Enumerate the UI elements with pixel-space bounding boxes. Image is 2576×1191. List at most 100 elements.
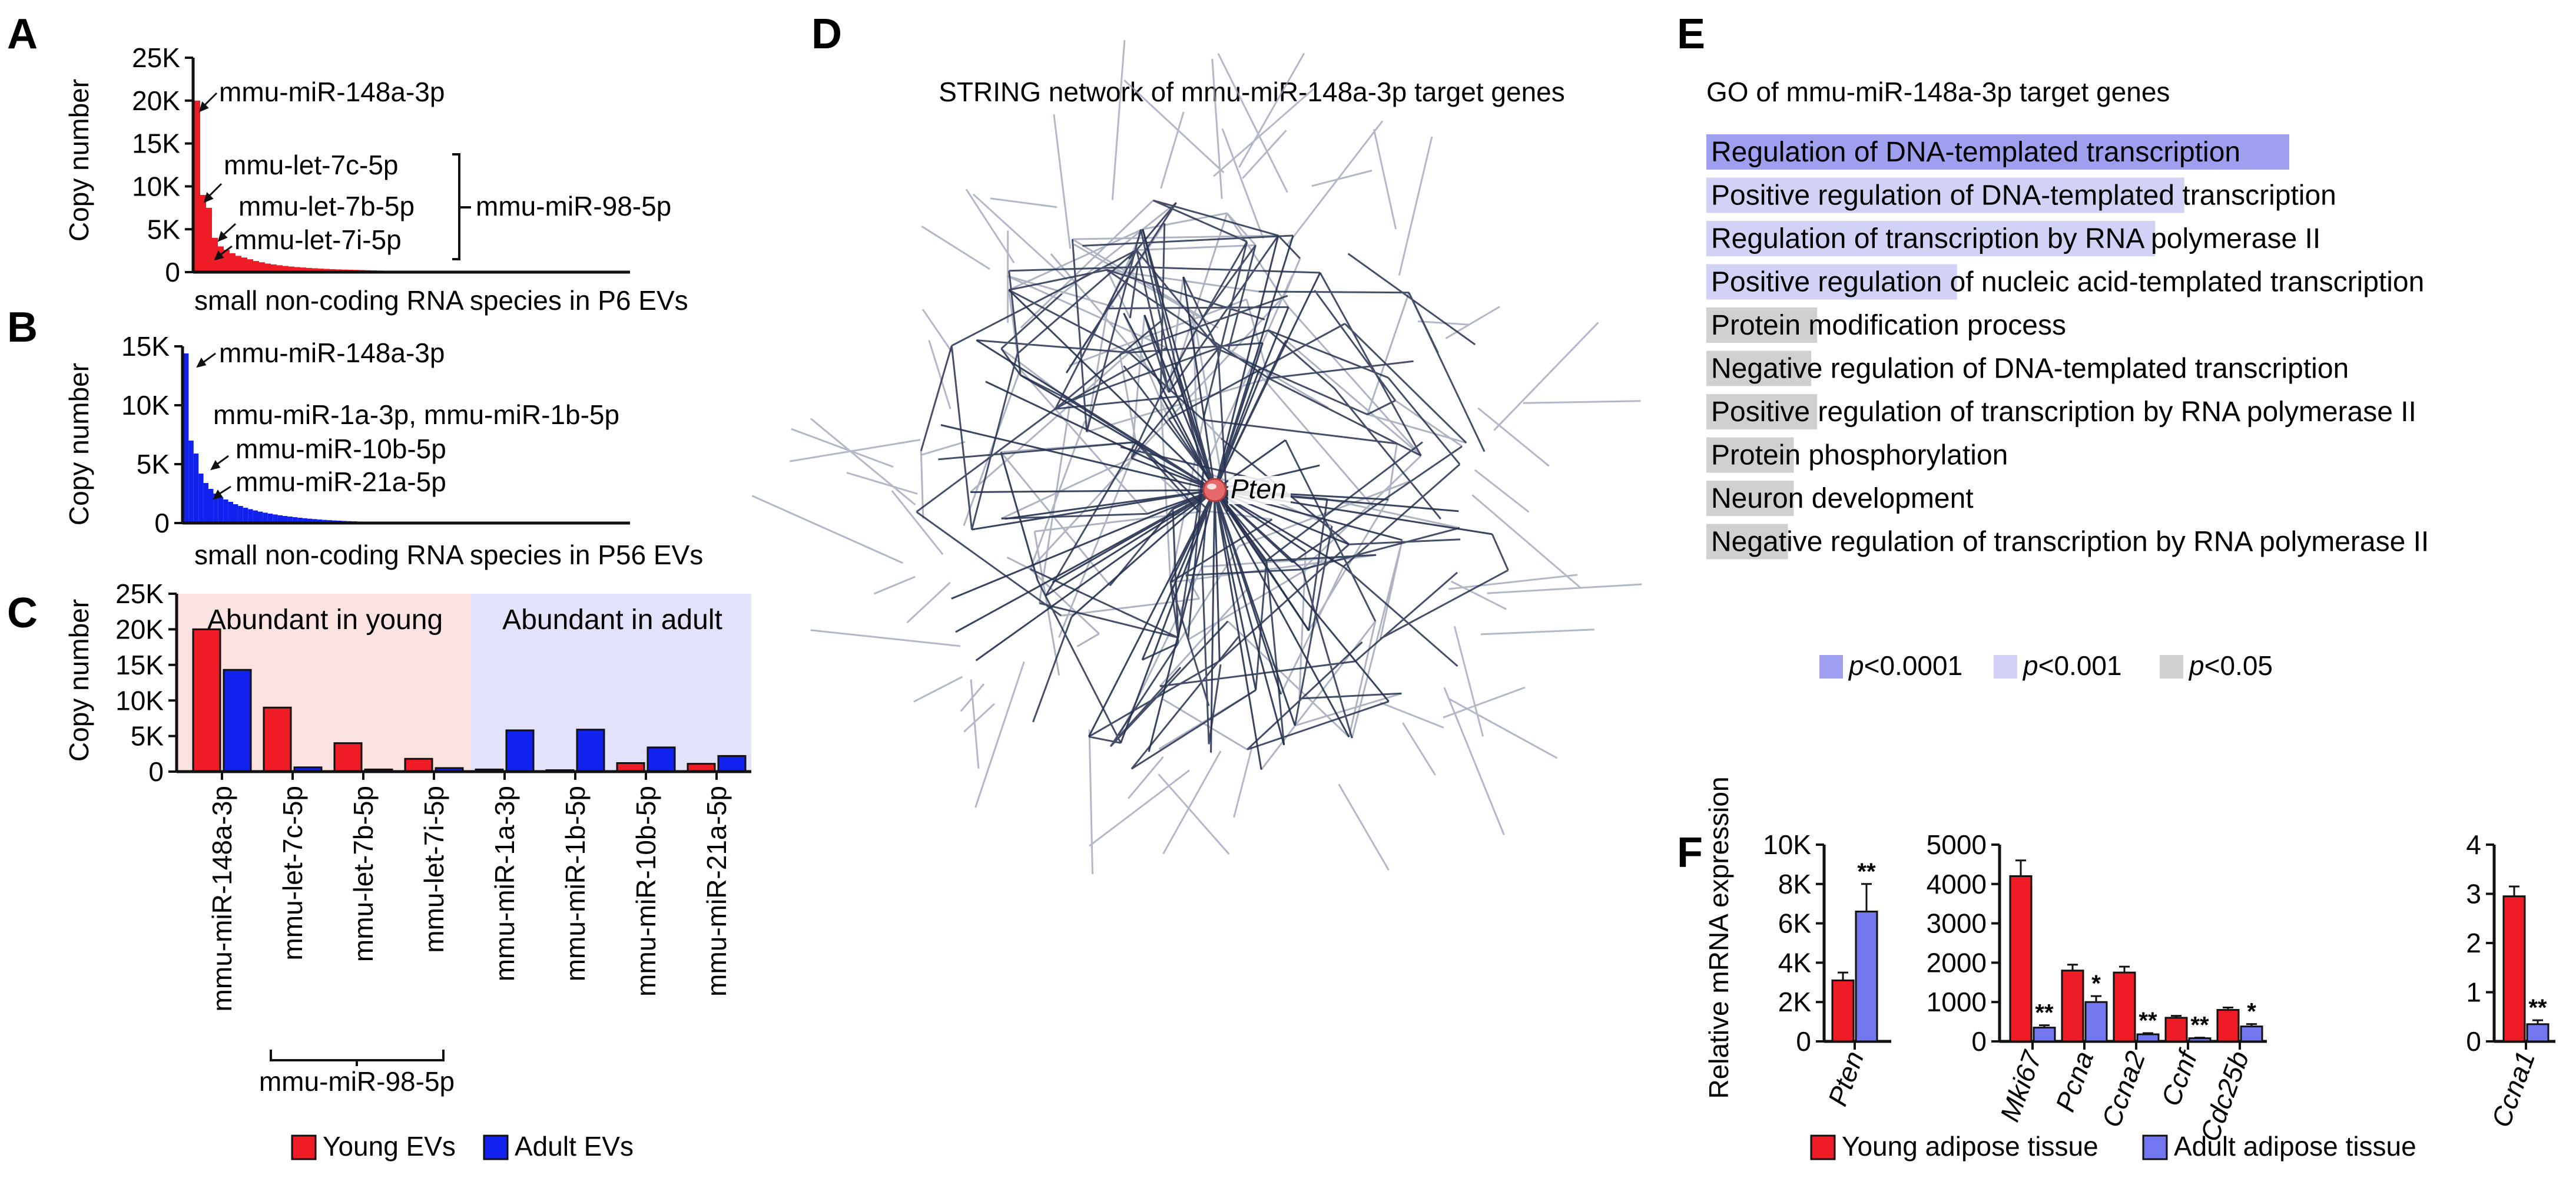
go-bar bbox=[1706, 437, 1794, 473]
y-tick-label: 6K bbox=[1778, 908, 1812, 939]
go-bar bbox=[1706, 134, 2289, 170]
bar-a bbox=[253, 261, 259, 272]
significance-stars: ** bbox=[1857, 859, 1876, 885]
bar-b bbox=[292, 517, 298, 523]
legend-swatch-p0001 bbox=[1819, 655, 1843, 679]
network-edges bbox=[751, 40, 1642, 875]
panel-c-yticks: 0 5K 10K 15K 20K 25K bbox=[115, 578, 177, 787]
legend-swatch-p001 bbox=[1994, 655, 2017, 679]
bar-b bbox=[203, 483, 208, 523]
bar-a bbox=[277, 265, 283, 272]
significance-stars: ** bbox=[2035, 1000, 2054, 1026]
significance-stars: ** bbox=[2528, 995, 2547, 1021]
bar-a bbox=[241, 257, 247, 272]
bar-young bbox=[263, 706, 292, 773]
bar-a bbox=[289, 266, 294, 272]
panel-e-go-chart: GO of mmu-miR-148a-3p target genes Regul… bbox=[1706, 77, 2429, 681]
bar-a bbox=[283, 266, 289, 272]
y-tick-label: 2K bbox=[1778, 987, 1812, 1017]
panel-letter-e: E bbox=[1677, 11, 1705, 58]
panel-c-bracket-label: mmu-miR-98-5p bbox=[259, 1066, 455, 1097]
bar-a bbox=[300, 267, 306, 272]
panel-letter-c: C bbox=[7, 590, 38, 637]
bar-b bbox=[208, 489, 214, 523]
y-tick-label: 5K bbox=[137, 449, 170, 479]
significance-stars: * bbox=[2091, 971, 2101, 997]
bar-a bbox=[206, 207, 212, 272]
panel-b-bars bbox=[184, 353, 422, 523]
y-tick-label: 2 bbox=[2466, 928, 2481, 958]
panel-a-arrows bbox=[198, 92, 237, 261]
panel-e-title: GO of mmu-miR-148a-3p target genes bbox=[1706, 77, 2170, 107]
x-tick-label: mmu-miR-10b-5p bbox=[631, 786, 661, 997]
go-bar bbox=[1706, 177, 2184, 213]
y-tick-label: 0 bbox=[148, 756, 164, 787]
bar-adult bbox=[576, 729, 605, 773]
y-tick-label: 0 bbox=[154, 508, 170, 538]
panel-c-legend-young: Young EVs bbox=[323, 1131, 456, 1162]
panel-e-bars: Regulation of DNA-templated transcriptio… bbox=[1706, 134, 2429, 560]
network-hub-label-bg bbox=[1228, 476, 1291, 504]
bar-b bbox=[302, 518, 307, 523]
y-tick-label: 0 bbox=[2466, 1026, 2481, 1057]
panel-letter-b: B bbox=[7, 304, 38, 351]
panel-c-legend-adult: Adult EVs bbox=[515, 1131, 634, 1162]
panel-d-network: STRING network of mmu-miR-148a-3p target… bbox=[751, 40, 1642, 875]
bar-a bbox=[294, 267, 300, 272]
network-hub-label: Pten bbox=[1231, 474, 1287, 504]
x-tick-label: Pten bbox=[1822, 1047, 1869, 1110]
y-tick-label: 5000 bbox=[1927, 829, 1987, 860]
bar-young bbox=[2061, 970, 2084, 1043]
y-tick-label: 3000 bbox=[1927, 908, 1987, 939]
go-term-label: Positive regulation of transcription by … bbox=[1711, 396, 2416, 428]
y-tick-label: 4K bbox=[1778, 947, 1812, 978]
y-tick-label: 20K bbox=[132, 85, 180, 116]
legend-label-p001: p<0.001 bbox=[2022, 650, 2122, 681]
bar-b bbox=[184, 353, 189, 523]
x-tick-label: Ccnf bbox=[2155, 1045, 2204, 1110]
bar-b bbox=[198, 474, 204, 523]
go-term-label: Positive regulation of nucleic acid-temp… bbox=[1711, 267, 2424, 298]
panel-a-bracket bbox=[452, 153, 471, 260]
bar-b bbox=[267, 514, 273, 523]
x-tick-label: Ccna1 bbox=[2485, 1047, 2541, 1132]
bar-young bbox=[192, 628, 221, 773]
y-tick-label: 1 bbox=[2466, 977, 2481, 1008]
panel-c-bracket bbox=[270, 1050, 445, 1066]
x-tick-label: mmu-miR-1a-3p bbox=[489, 786, 520, 981]
bar-b bbox=[287, 517, 293, 523]
panel-b-xlabel: small non-coding RNA species in P56 EVs bbox=[194, 540, 703, 570]
go-term-label: Regulation of DNA-templated transcriptio… bbox=[1711, 137, 2240, 168]
panel-f-legend-young-swatch bbox=[1810, 1134, 1836, 1160]
panel-c-region-adult: Abundant in adult bbox=[502, 604, 722, 636]
bar-adult bbox=[647, 746, 676, 773]
y-tick-label: 0 bbox=[1796, 1026, 1811, 1057]
go-term-label: Positive regulation of DNA-templated tra… bbox=[1711, 180, 2336, 211]
go-term-label: Protein modification process bbox=[1711, 310, 2066, 341]
y-tick-label: 5K bbox=[131, 721, 164, 752]
panel-f-legend-adult: Adult adipose tissue bbox=[2174, 1131, 2416, 1162]
panel-letter-a: A bbox=[7, 11, 38, 58]
bar-a bbox=[236, 256, 241, 272]
y-tick-label: 25K bbox=[132, 42, 180, 73]
panel-a-annotation-148a: mmu-miR-148a-3p bbox=[219, 77, 445, 107]
bar-b bbox=[238, 506, 243, 523]
bar-a bbox=[224, 250, 230, 272]
panel-b-chart: Copy number 0 5K 10K 15K small non-coding R… bbox=[64, 331, 703, 570]
bar-b bbox=[248, 509, 253, 523]
panel-f-ylabel: Relative mRNA expression bbox=[1703, 776, 1734, 1099]
y-tick-label: 10K bbox=[132, 171, 180, 202]
bar-a bbox=[212, 237, 218, 272]
bar-b bbox=[317, 520, 323, 523]
y-tick-label: 20K bbox=[115, 614, 164, 645]
panel-c-chart: Abundant in young Abundant in adult Copy… bbox=[64, 578, 751, 1162]
bar-b bbox=[322, 520, 327, 523]
panel-letter-d: D bbox=[811, 11, 842, 58]
bar-adult bbox=[1855, 911, 1878, 1043]
bar-young bbox=[333, 742, 363, 773]
panel-c-legend-young-swatch bbox=[291, 1134, 317, 1160]
significance-stars: ** bbox=[2139, 1008, 2157, 1034]
legend-swatch-p05 bbox=[2160, 655, 2183, 679]
bar-a bbox=[330, 269, 336, 272]
